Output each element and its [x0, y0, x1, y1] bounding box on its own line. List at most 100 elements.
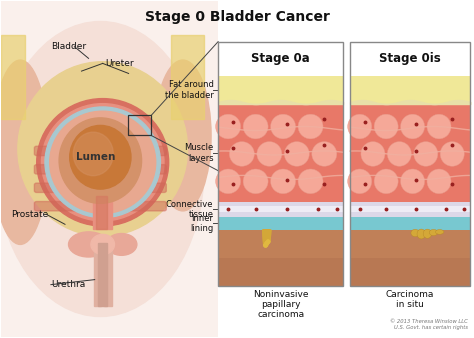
Bar [218, 206, 343, 212]
Text: Muscle
layers: Muscle layers [184, 143, 213, 163]
Bar [1, 35, 25, 119]
Bar [350, 76, 470, 104]
Text: Stage 0is: Stage 0is [379, 52, 441, 65]
Ellipse shape [411, 229, 419, 237]
Ellipse shape [417, 229, 426, 239]
Bar [350, 42, 470, 286]
Ellipse shape [229, 142, 255, 166]
Ellipse shape [0, 60, 48, 244]
Bar [94, 243, 101, 307]
Text: Fat around
the bladder: Fat around the bladder [164, 80, 213, 100]
Ellipse shape [91, 234, 115, 255]
Text: Carcinoma
in situ: Carcinoma in situ [386, 290, 434, 309]
Ellipse shape [423, 229, 432, 238]
FancyBboxPatch shape [35, 146, 166, 155]
Bar [218, 217, 343, 230]
Bar [171, 35, 204, 119]
Ellipse shape [264, 243, 268, 247]
Ellipse shape [264, 243, 268, 247]
Ellipse shape [36, 99, 169, 226]
Ellipse shape [271, 169, 296, 194]
Bar [350, 104, 470, 202]
Ellipse shape [348, 114, 372, 139]
Text: Ureter: Ureter [105, 59, 134, 68]
Text: Inner
lining: Inner lining [190, 214, 213, 233]
Ellipse shape [70, 125, 131, 189]
Text: Bladder: Bladder [51, 42, 86, 51]
Ellipse shape [440, 142, 464, 166]
Ellipse shape [73, 132, 113, 176]
Text: Stage 0 Bladder Cancer: Stage 0 Bladder Cancer [145, 10, 329, 24]
Polygon shape [265, 230, 271, 242]
Polygon shape [264, 230, 269, 244]
Ellipse shape [263, 243, 268, 248]
Bar [128, 115, 151, 136]
Ellipse shape [257, 142, 282, 166]
Ellipse shape [374, 114, 398, 139]
Ellipse shape [436, 230, 444, 234]
Ellipse shape [266, 239, 271, 244]
Ellipse shape [50, 111, 156, 213]
Bar [350, 42, 470, 76]
Text: © 2013 Theresa Winslow LLC
U.S. Govt. has certain rights: © 2013 Theresa Winslow LLC U.S. Govt. ha… [390, 319, 468, 330]
Bar [350, 258, 470, 286]
Bar [350, 202, 470, 217]
Ellipse shape [0, 22, 204, 316]
Ellipse shape [216, 169, 241, 194]
Text: Connective
tissue: Connective tissue [166, 199, 213, 219]
Ellipse shape [298, 169, 323, 194]
Ellipse shape [69, 232, 109, 257]
Polygon shape [264, 230, 270, 243]
Bar [1, 1, 218, 337]
Ellipse shape [41, 104, 164, 221]
Text: Prostate: Prostate [11, 210, 48, 219]
Ellipse shape [348, 169, 372, 194]
Ellipse shape [243, 114, 268, 139]
Bar [93, 196, 112, 230]
Ellipse shape [155, 60, 211, 211]
Ellipse shape [264, 241, 269, 245]
Ellipse shape [45, 107, 160, 218]
Ellipse shape [414, 142, 438, 166]
Bar [218, 42, 343, 286]
Ellipse shape [401, 169, 425, 194]
Ellipse shape [312, 142, 337, 166]
Bar [218, 202, 343, 217]
FancyBboxPatch shape [35, 201, 166, 211]
Ellipse shape [427, 114, 451, 139]
Ellipse shape [271, 114, 296, 139]
Bar [218, 258, 343, 286]
Ellipse shape [266, 239, 271, 244]
Text: Urethra: Urethra [51, 280, 85, 289]
Ellipse shape [243, 169, 268, 194]
Ellipse shape [18, 62, 188, 236]
Ellipse shape [106, 234, 137, 255]
Text: Stage 0a: Stage 0a [251, 52, 310, 65]
Bar [218, 76, 343, 104]
Ellipse shape [264, 242, 269, 247]
Ellipse shape [429, 230, 438, 236]
Ellipse shape [59, 118, 142, 203]
Text: Lumen: Lumen [76, 152, 115, 162]
Bar [350, 217, 470, 230]
Polygon shape [264, 230, 270, 243]
Text: Noninvasive
papillary
carcinoma: Noninvasive papillary carcinoma [253, 290, 309, 319]
FancyBboxPatch shape [35, 165, 166, 174]
Ellipse shape [216, 114, 241, 139]
Ellipse shape [284, 142, 310, 166]
Ellipse shape [401, 114, 425, 139]
Bar [104, 243, 112, 307]
Polygon shape [265, 230, 271, 242]
Ellipse shape [387, 142, 411, 166]
Bar [350, 230, 470, 286]
Ellipse shape [374, 169, 398, 194]
Bar [218, 42, 343, 76]
Ellipse shape [264, 242, 269, 247]
Bar [350, 206, 470, 212]
Ellipse shape [264, 241, 269, 245]
Polygon shape [263, 230, 268, 245]
Ellipse shape [427, 169, 451, 194]
Polygon shape [263, 230, 268, 245]
Polygon shape [263, 230, 268, 245]
Ellipse shape [298, 114, 323, 139]
